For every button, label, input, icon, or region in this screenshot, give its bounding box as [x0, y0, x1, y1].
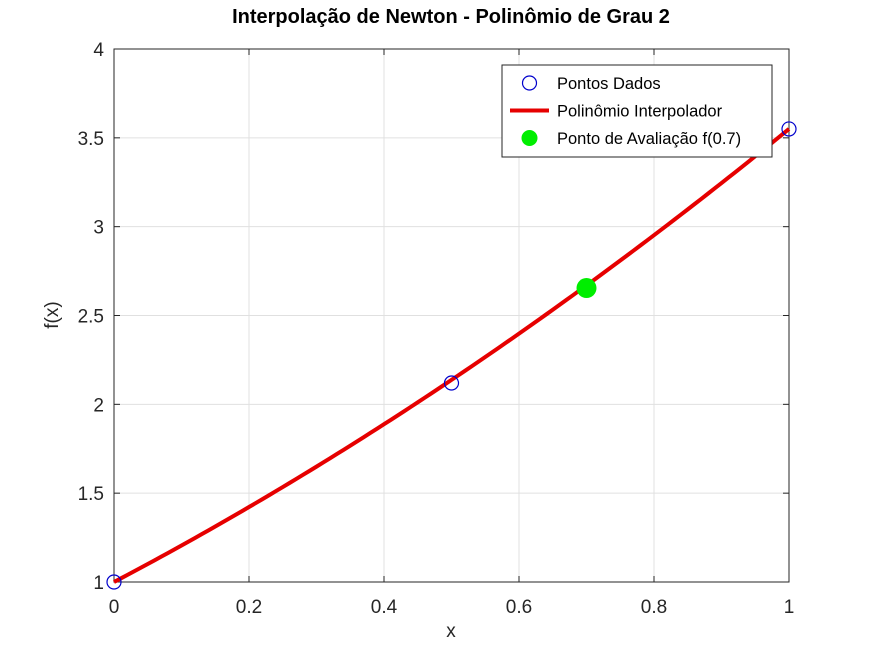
data-point-marker	[443, 375, 460, 391]
x-tick-label: 0.2	[236, 597, 262, 618]
data-point-marker	[781, 121, 797, 137]
legend: Pontos Dados Polinômio Interpolador Ponto …	[501, 64, 773, 158]
y-tick-label: 3	[93, 218, 104, 239]
y-tick-label: 2	[93, 395, 104, 416]
legend-marker-swatch	[521, 75, 538, 91]
chart-title: Interpolação de Newton - Polinômio de Gr…	[232, 6, 670, 28]
legend-entry-label: Ponto de Avaliação f(0.7)	[557, 130, 741, 148]
interpolating-polynomial-line	[113, 127, 791, 584]
data-series	[106, 121, 797, 590]
x-axis-tick-labels: 0 0.2 0.4 0.6 0.8 1	[109, 597, 795, 618]
legend-marker-swatch	[521, 130, 538, 146]
x-tick-label: 0.4	[371, 597, 398, 618]
x-tick-label: 0	[109, 597, 120, 618]
y-tick-label: 2.5	[78, 307, 104, 328]
legend-entry-label: Pontos Dados	[557, 75, 661, 93]
x-tick-label: 0.6	[506, 597, 532, 618]
evaluation-point-marker	[576, 278, 597, 299]
y-tick-label: 4	[93, 40, 104, 61]
x-axis-label: x	[446, 621, 456, 642]
y-tick-label: 1.5	[78, 484, 104, 505]
grid-lines	[113, 48, 790, 583]
data-point-marker	[106, 574, 122, 590]
x-tick-label: 0.8	[641, 597, 667, 618]
y-tick-label: 1	[93, 573, 104, 594]
x-tick-label: 1	[784, 597, 795, 618]
y-tick-label: 3.5	[78, 129, 104, 150]
y-axis-label: f(x)	[42, 301, 63, 328]
y-axis-tick-labels: 1 1.5 2 2.5 3 3.5 4	[78, 40, 105, 594]
legend-entry-label: Polinômio Interpolador	[557, 103, 723, 121]
